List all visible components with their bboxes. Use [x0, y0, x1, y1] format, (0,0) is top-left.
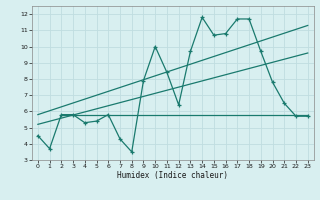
X-axis label: Humidex (Indice chaleur): Humidex (Indice chaleur) [117, 171, 228, 180]
